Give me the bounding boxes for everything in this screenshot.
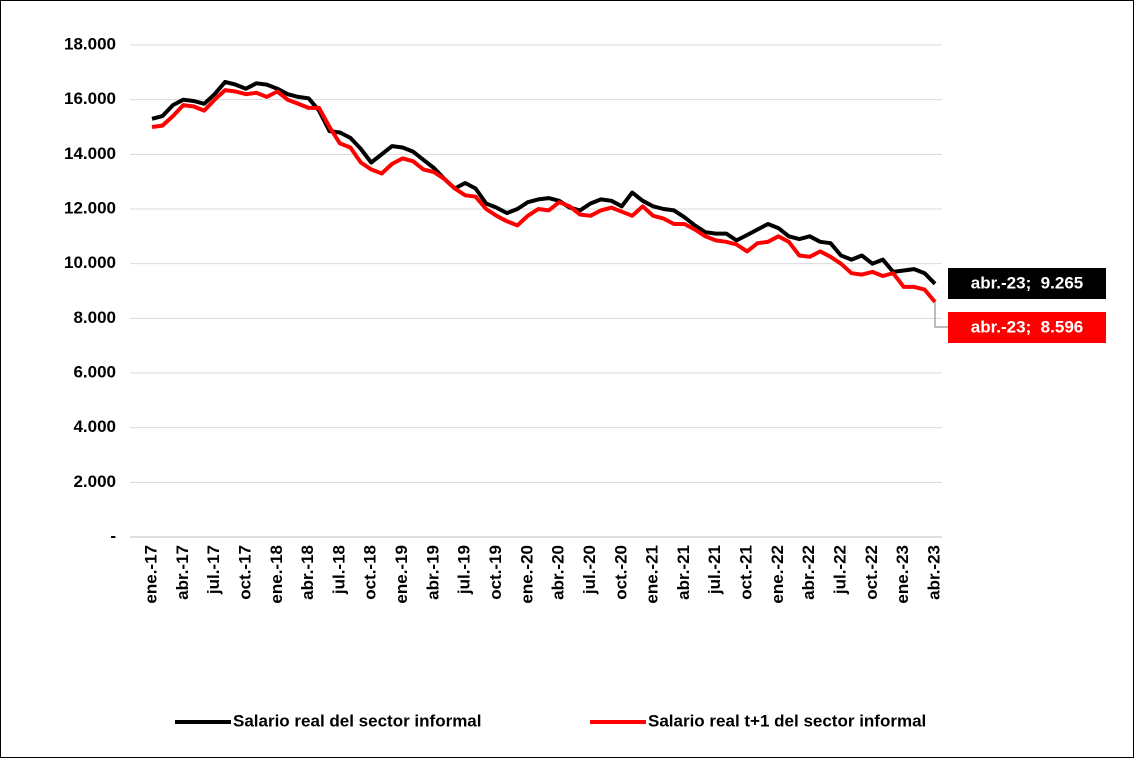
x-tick-label: jul.-21 <box>705 545 724 595</box>
data-label-box <box>948 312 1106 343</box>
y-tick-label: 6.000 <box>73 362 116 381</box>
x-tick-label: abr.-22 <box>799 545 818 600</box>
x-tick-label: jul.-17 <box>204 545 223 595</box>
data-label: abr.-23; 9.265 <box>971 273 1083 292</box>
y-tick-label: 12.000 <box>64 198 116 217</box>
legend-label: Salario real del sector informal <box>233 711 481 730</box>
legend-label: Salario real t+1 del sector informal <box>648 711 926 730</box>
x-tick-label: abr.-23 <box>924 545 943 600</box>
x-tick-label: jul.-22 <box>831 545 850 595</box>
x-tick-label: oct.-18 <box>361 545 380 600</box>
y-tick-label: 4.000 <box>73 417 116 436</box>
y-tick-label: 8.000 <box>73 308 116 327</box>
y-tick-label: 2.000 <box>73 472 116 491</box>
x-tick-label: oct.-22 <box>862 545 881 600</box>
x-tick-label: jul.-20 <box>580 545 599 595</box>
x-tick-label: abr.-20 <box>549 545 568 600</box>
y-tick-label: - <box>110 526 116 545</box>
x-tick-label: ene.-21 <box>643 545 662 604</box>
y-tick-label: 10.000 <box>64 253 116 272</box>
x-tick-label: abr.-19 <box>423 545 442 600</box>
x-tick-label: abr.-18 <box>298 545 317 600</box>
x-tick-label: oct.-21 <box>737 545 756 600</box>
x-tick-label: ene.-22 <box>768 545 787 604</box>
y-tick-label: 18.000 <box>64 34 116 53</box>
x-tick-label: ene.-23 <box>893 545 912 604</box>
series-line <box>151 88 937 304</box>
y-tick-label: 14.000 <box>64 144 116 163</box>
data-label: abr.-23; 8.596 <box>971 317 1083 336</box>
x-tick-label: abr.-17 <box>173 545 192 600</box>
leader-line <box>934 302 948 328</box>
series-line <box>151 79 937 286</box>
x-tick-label: jul.-18 <box>329 545 348 595</box>
x-tick-label: ene.-19 <box>392 545 411 604</box>
x-tick-label: oct.-17 <box>235 545 254 600</box>
x-tick-label: ene.-20 <box>517 545 536 604</box>
x-tick-label: abr.-21 <box>674 545 693 600</box>
data-label-box <box>948 268 1106 299</box>
x-tick-label: jul.-19 <box>455 545 474 595</box>
x-tick-label: oct.-19 <box>486 545 505 600</box>
x-tick-label: oct.-20 <box>611 545 630 600</box>
x-tick-label: ene.-18 <box>267 545 286 604</box>
x-tick-label: ene.-17 <box>141 545 160 604</box>
y-tick-label: 16.000 <box>64 89 116 108</box>
